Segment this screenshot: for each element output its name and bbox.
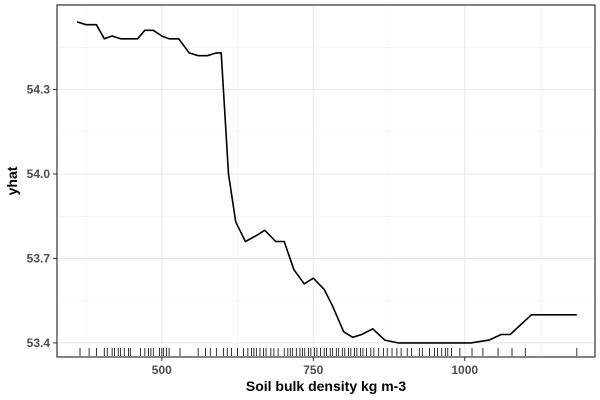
x-tick-label: 1000 (451, 363, 478, 377)
x-tick-label: 750 (303, 363, 323, 377)
yhat-line-series (76, 21, 577, 344)
y-tick-label: 53.4 (27, 336, 51, 350)
yhat-line (76, 21, 577, 344)
grid-lines (57, 5, 595, 357)
x-tick-label: 500 (152, 363, 172, 377)
x-axis-title: Soil bulk density kg m-3 (246, 378, 406, 394)
y-tick-label: 54.0 (27, 167, 51, 181)
axes: 500 750 1000 53.4 53.7 54.0 54.3 (27, 82, 479, 377)
rug-marks (79, 348, 578, 356)
plot-panel-border (56, 4, 596, 358)
y-tick-label: 54.3 (27, 82, 51, 96)
y-tick-label: 53.7 (27, 251, 51, 265)
y-axis-title: yhat (4, 166, 20, 195)
